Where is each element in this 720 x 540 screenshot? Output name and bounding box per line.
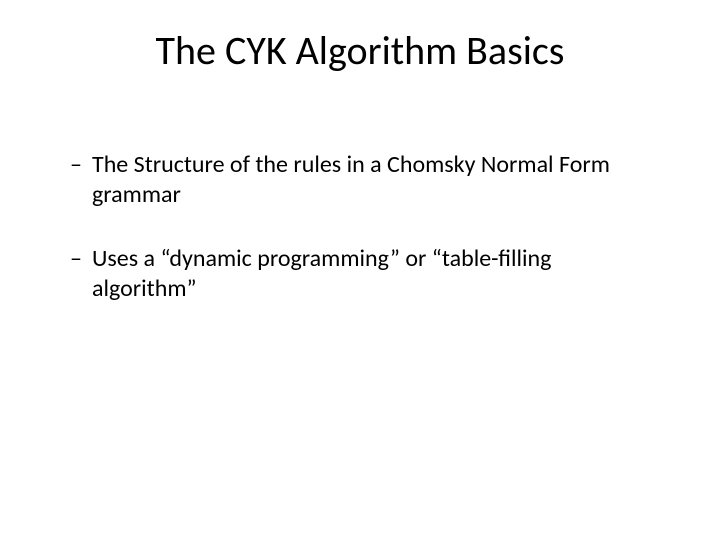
bullet-dash-icon: – bbox=[70, 150, 82, 180]
slide-body: – The Structure of the rules in a Chomsk… bbox=[70, 150, 650, 338]
bullet-dash-icon: – bbox=[70, 244, 82, 274]
list-item: – The Structure of the rules in a Chomsk… bbox=[70, 150, 650, 210]
list-item: – Uses a “dynamic programming” or “table… bbox=[70, 244, 650, 304]
bullet-text: The Structure of the rules in a Chomsky … bbox=[92, 150, 610, 209]
slide-title: The CYK Algorithm Basics bbox=[0, 26, 720, 75]
bullet-text: Uses a “dynamic programming” or “table-f… bbox=[92, 244, 551, 303]
slide: The CYK Algorithm Basics – The Structure… bbox=[0, 0, 720, 540]
